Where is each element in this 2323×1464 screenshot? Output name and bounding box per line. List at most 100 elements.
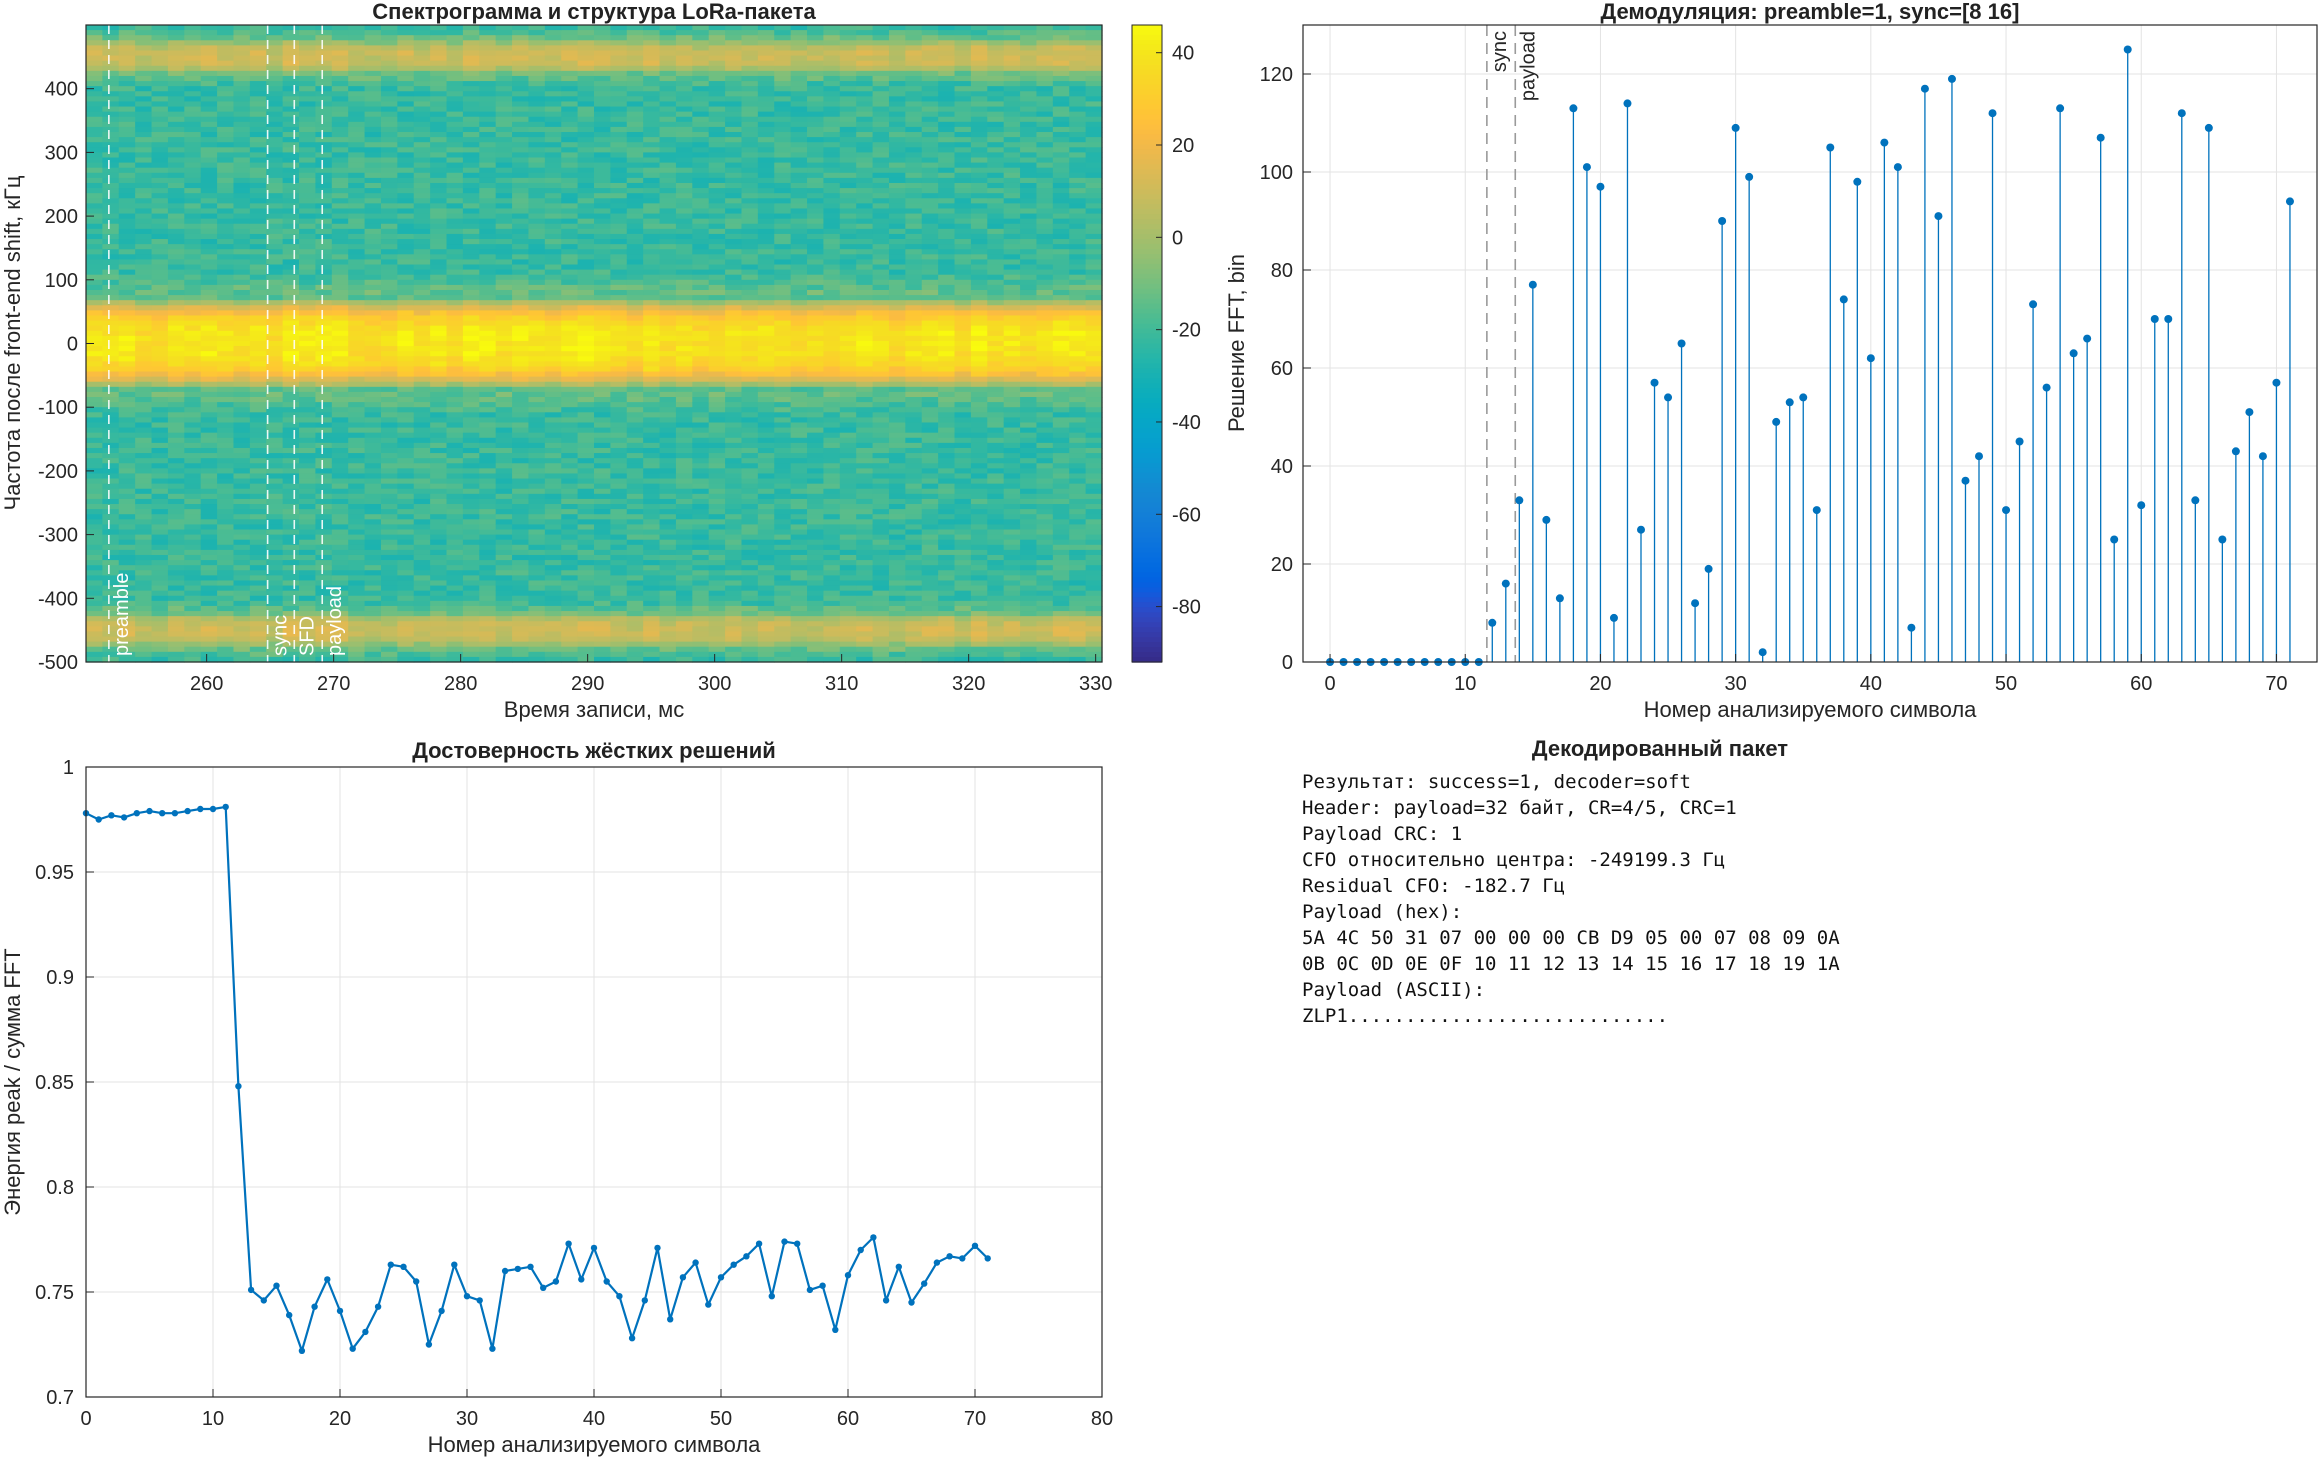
- spectrogram-cell: [249, 402, 267, 408]
- spectrogram-cell: [413, 442, 431, 449]
- spectrogram-cell: [479, 585, 497, 592]
- spectrogram-cell: [380, 111, 398, 118]
- spectrogram-cell: [380, 534, 398, 541]
- spectrogram-cell: [151, 86, 169, 92]
- spectrogram-cell: [102, 25, 120, 31]
- spectrogram-cell: [413, 391, 431, 398]
- spectrogram-cell: [184, 447, 202, 454]
- spectrogram-cell: [725, 325, 743, 332]
- spectrogram-cell: [135, 172, 153, 179]
- spectrogram-cell: [446, 626, 464, 633]
- spectrogram-cell: [544, 565, 562, 571]
- spectrogram-cell: [446, 656, 464, 663]
- spectrogram-cell: [643, 233, 661, 240]
- spectrogram-cell: [413, 40, 431, 46]
- spectrogram-cell: [102, 575, 120, 582]
- spectrogram-cell: [167, 167, 185, 174]
- spectrogram-cell: [380, 371, 398, 378]
- spectrogram-cell: [315, 539, 333, 546]
- spectrogram-cell: [479, 259, 497, 266]
- spectrogram-cell: [561, 264, 579, 271]
- spectrogram-cell: [594, 437, 611, 444]
- spectrogram-cell: [299, 565, 317, 571]
- spectrogram-cell: [266, 407, 284, 413]
- spectrogram-cell: [446, 177, 464, 184]
- spectrogram-cell: [528, 132, 546, 138]
- spectrogram-cell: [118, 641, 136, 648]
- spectrogram-cell: [266, 50, 284, 57]
- spectrogram-cell: [643, 25, 661, 31]
- spectrogram-cell: [626, 126, 644, 133]
- spectrogram-cell: [594, 40, 611, 46]
- spectrogram-cell: [594, 498, 611, 505]
- spectrogram-cell: [200, 208, 218, 215]
- spectrogram-cell: [102, 549, 120, 556]
- spectrogram-cell: [364, 483, 382, 490]
- spectrogram-cell: [594, 91, 611, 97]
- spectrogram-cell: [151, 376, 169, 383]
- spectrogram-cell: [495, 595, 513, 602]
- spectrogram-cell: [413, 534, 431, 541]
- spectrogram-cell: [348, 447, 366, 454]
- spectrogram-cell: [266, 575, 284, 582]
- spectrogram-cell: [249, 111, 267, 118]
- spectrogram-cell: [167, 417, 185, 424]
- spectrogram-cell: [577, 244, 595, 250]
- spectrogram-cell: [233, 386, 251, 393]
- spectrogram-cell: [282, 560, 300, 566]
- spectrogram-cell: [594, 70, 611, 77]
- spectrogram-cell: [151, 626, 169, 633]
- spectrogram-cell: [675, 621, 693, 627]
- spectrogram-cell: [430, 203, 448, 210]
- spectrogram-cell: [102, 483, 120, 490]
- spectrogram-cell: [675, 55, 693, 62]
- spectrogram-cell: [413, 412, 431, 418]
- spectrogram-cell: [102, 126, 120, 133]
- spectrogram-cell: [495, 493, 513, 500]
- spectrogram-cell: [364, 111, 382, 118]
- spectrogram-cell: [299, 381, 317, 388]
- spectrogram-cell: [135, 407, 153, 413]
- spectrogram-cell: [380, 162, 398, 169]
- spectrogram-cell: [348, 463, 366, 469]
- spectrogram-cell: [610, 366, 628, 373]
- spectrogram-cell: [610, 30, 628, 36]
- spectrogram-cell: [331, 295, 349, 301]
- spectrogram-cell: [299, 391, 317, 398]
- spectrogram-cell: [118, 295, 136, 301]
- spectrogram-cell: [577, 554, 595, 561]
- spectrogram-cell: [217, 422, 235, 429]
- spectrogram-cell: [528, 228, 546, 235]
- spectrogram-cell: [364, 162, 382, 169]
- spectrogram-cell: [512, 335, 530, 342]
- spectrogram-cell: [675, 188, 693, 194]
- spectrogram-cell: [167, 458, 185, 464]
- spectrogram-cell: [397, 310, 415, 317]
- spectrogram-cell: [184, 208, 202, 215]
- spectrogram-cell: [708, 519, 726, 526]
- spectrogram-cell: [462, 621, 480, 627]
- spectrogram-cell: [217, 75, 235, 82]
- spectrogram-cell: [266, 147, 284, 153]
- spectrogram-cell: [643, 340, 661, 347]
- spectrogram-cell: [528, 488, 546, 495]
- spectrogram-cell: [397, 300, 415, 306]
- spectrogram-cell: [643, 249, 661, 255]
- spectrogram-cell: [610, 544, 628, 551]
- spectrogram-cell: [299, 244, 317, 250]
- spectrogram-cell: [266, 152, 284, 159]
- spectrogram-cell: [118, 172, 136, 179]
- spectrogram-cell: [102, 376, 120, 383]
- spectrogram-cell: [135, 504, 153, 510]
- spectrogram-cell: [397, 611, 415, 617]
- spectrogram-cell: [413, 361, 431, 368]
- spectrogram-cell: [462, 203, 480, 210]
- spectrogram-cell: [708, 157, 726, 164]
- spectrogram-cell: [167, 325, 185, 332]
- spectrogram-cell: [184, 498, 202, 505]
- spectrogram-cell: [626, 549, 644, 556]
- spectrogram-cell: [594, 81, 611, 87]
- spectrogram-cell: [544, 519, 562, 526]
- spectrogram-cell: [692, 254, 710, 261]
- spectrogram-cell: [348, 565, 366, 571]
